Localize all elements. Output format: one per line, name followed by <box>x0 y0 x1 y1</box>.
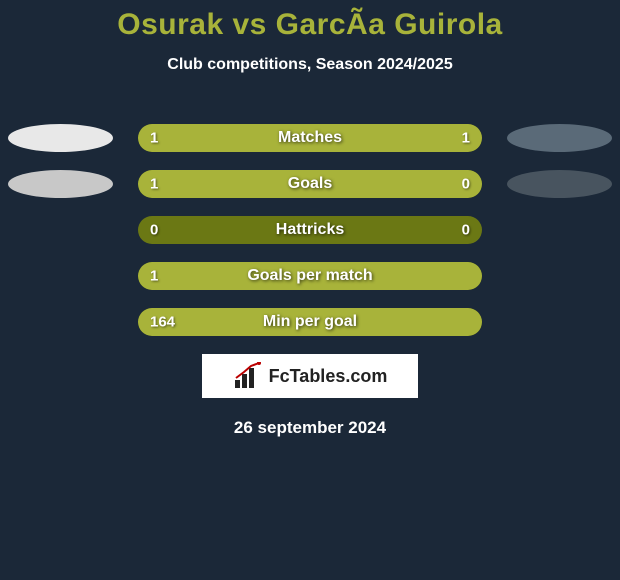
stat-row: 1 0 Goals <box>0 170 620 200</box>
stats-rows: 1 1 Matches 1 0 Goals 0 0 Hattricks 1 Goals per ma… <box>0 124 620 338</box>
page-title: Osurak vs GarcÃ­a Guirola <box>0 0 620 42</box>
stat-value-right: 1 <box>462 130 470 147</box>
subtitle: Club competitions, Season 2024/2025 <box>0 56 620 74</box>
stat-row: 164 Min per goal <box>0 308 620 338</box>
stat-label: Hattricks <box>276 221 344 239</box>
fctables-bars-icon <box>233 362 265 390</box>
logo-box: FcTables.com <box>202 354 418 398</box>
stat-label: Min per goal <box>263 313 357 331</box>
team-right-ellipse <box>507 170 612 198</box>
logo-inner: FcTables.com <box>233 362 388 390</box>
bar-fill-right <box>403 170 482 198</box>
stat-value-right: 0 <box>462 222 470 239</box>
stat-value-left: 0 <box>150 222 158 239</box>
stat-value-right: 0 <box>462 176 470 193</box>
stat-value-left: 1 <box>150 176 158 193</box>
comparison-infographic: Osurak vs GarcÃ­a Guirola Club competiti… <box>0 0 620 580</box>
stat-row: 1 1 Matches <box>0 124 620 154</box>
stat-bar: 1 0 Goals <box>138 170 482 198</box>
stat-value-left: 1 <box>150 130 158 147</box>
stat-bar: 1 Goals per match <box>138 262 482 290</box>
stat-label: Goals <box>288 175 332 193</box>
stat-bar: 164 Min per goal <box>138 308 482 336</box>
bar-fill-left <box>138 170 403 198</box>
stat-bar: 0 0 Hattricks <box>138 216 482 244</box>
logo-text: FcTables.com <box>269 366 388 387</box>
date-text: 26 september 2024 <box>0 418 620 438</box>
stat-label: Matches <box>278 129 342 147</box>
team-right-ellipse <box>507 124 612 152</box>
stat-value-left: 164 <box>150 314 175 331</box>
stat-bar: 1 1 Matches <box>138 124 482 152</box>
stat-row: 0 0 Hattricks <box>0 216 620 246</box>
team-left-ellipse <box>8 170 113 198</box>
stat-label: Goals per match <box>247 267 372 285</box>
stat-row: 1 Goals per match <box>0 262 620 292</box>
stat-value-left: 1 <box>150 268 158 285</box>
team-left-ellipse <box>8 124 113 152</box>
